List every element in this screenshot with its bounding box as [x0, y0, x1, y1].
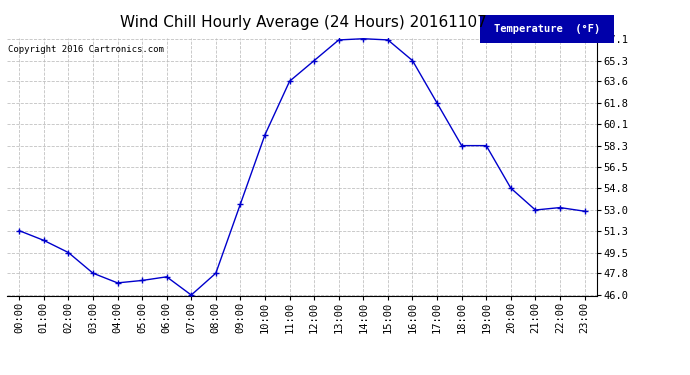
- Text: Temperature  (°F): Temperature (°F): [494, 24, 600, 34]
- Text: Wind Chill Hourly Average (24 Hours) 20161107: Wind Chill Hourly Average (24 Hours) 201…: [120, 15, 487, 30]
- Text: Copyright 2016 Cartronics.com: Copyright 2016 Cartronics.com: [8, 45, 164, 54]
